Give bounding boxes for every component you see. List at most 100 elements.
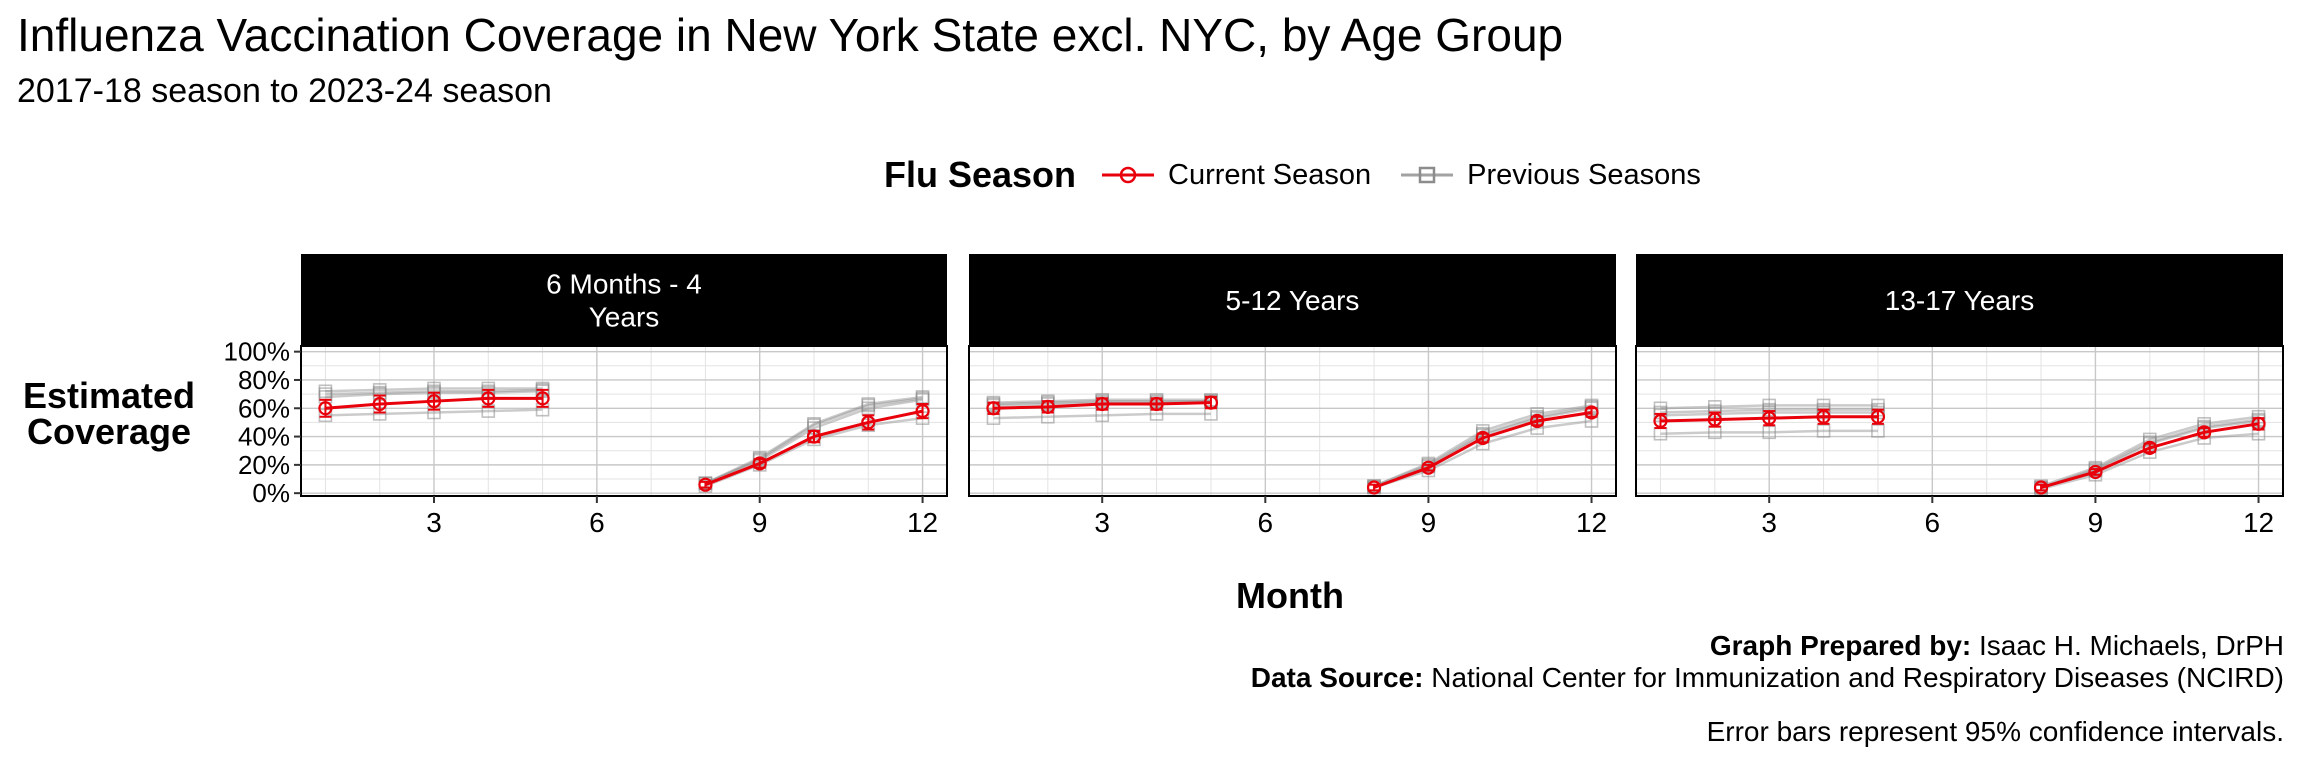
- current-season-line: [993, 401, 1211, 410]
- x-tick-label: 6: [1925, 507, 1941, 538]
- previous-season-line: [1660, 404, 1878, 410]
- panel-strip: [1636, 254, 2283, 346]
- previous-season-line: [325, 388, 543, 396]
- y-tick-label: 40%: [238, 422, 290, 452]
- x-tick-label: 6: [589, 507, 605, 538]
- current-season-line: [704, 409, 923, 487]
- panel-strip-label: 5-12 Years: [1226, 285, 1360, 316]
- current-season-point: [1707, 412, 1722, 427]
- current-season-point: [318, 401, 333, 416]
- previous-season-line: [325, 387, 543, 393]
- current-season-line: [2040, 422, 2259, 489]
- y-axis-label: Estimated Coverage: [22, 375, 196, 452]
- x-tick-label: 3: [1761, 507, 1777, 538]
- previous-season-point: [861, 397, 876, 411]
- current-season-point: [915, 403, 930, 419]
- current-season-point: [1475, 430, 1490, 446]
- y-tick-label: 100%: [224, 337, 291, 367]
- panel-border: [1635, 345, 2284, 497]
- panel-strip-label: 13-17 Years: [1885, 285, 2034, 316]
- panel-3: 13-17 Years 3 6 9 12: [1635, 254, 2284, 538]
- panel-2: 5-12 Years 3 6 9 12: [968, 254, 1617, 538]
- current-season-line: [1660, 415, 1878, 423]
- current-season-point: [1870, 409, 1886, 424]
- x-tick-label: 12: [2243, 507, 2274, 538]
- x-tick-label: 9: [1421, 507, 1437, 538]
- legend: Flu Season Current Season Previous Seaso…: [884, 150, 1727, 200]
- legend-item-current-season: Current Season: [1098, 155, 1371, 195]
- previous-season-line: [993, 412, 1211, 420]
- legend-key-previous-seasons: [1401, 166, 1454, 184]
- current-season-point: [1530, 413, 1545, 429]
- current-season-line: [1373, 411, 1592, 489]
- panel-1: 6 Months - 4 Years 3 6 9 12 0%20%40%60%80%100%: [224, 254, 948, 538]
- current-season-point: [806, 429, 822, 444]
- x-tick-label: 9: [2088, 507, 2104, 538]
- current-season-point: [861, 415, 876, 430]
- current-season-point: [1203, 395, 1219, 410]
- x-tick-label: 6: [1258, 507, 1274, 538]
- previous-season-line: [704, 398, 923, 485]
- caption-data-source: Data Source: National Center for Immuniz…: [1251, 662, 2284, 694]
- panel-strip: [301, 254, 947, 346]
- caption-prepared-value: Isaac H. Michaels, DrPH: [1979, 630, 2284, 661]
- current-season-point: [1584, 405, 1599, 420]
- current-season-point: [2088, 464, 2103, 480]
- current-season-point: [1762, 411, 1777, 426]
- current-season-point: [1653, 413, 1668, 429]
- current-season-point: [2197, 425, 2212, 440]
- previous-season-point: [915, 390, 930, 404]
- current-season-point: [1366, 480, 1382, 495]
- chart-subtitle: 2017-18 season to 2023-24 season: [17, 72, 552, 110]
- previous-season-line: [1660, 408, 1878, 414]
- x-tick-label: 3: [426, 507, 442, 538]
- y-tick-label: 60%: [238, 393, 290, 423]
- previous-season-line: [2040, 415, 2259, 488]
- plot-background: [1636, 346, 2283, 496]
- panel-strip-label: 6 Months - 4 Years: [546, 269, 702, 333]
- caption-note: Error bars represent 95% confidence inte…: [1706, 716, 2284, 747]
- plot-background: [301, 346, 947, 496]
- caption-prepared-label: Graph Prepared by:: [1709, 630, 1972, 661]
- legend-item-previous-seasons: Previous Seasons: [1397, 155, 1701, 195]
- previous-season-point: [1871, 424, 1885, 438]
- legend-label-current-season: Current Season: [1168, 158, 1372, 191]
- panel-strip: [969, 254, 1616, 346]
- current-season-point: [986, 401, 1001, 416]
- current-season-point: [698, 477, 713, 492]
- previous-season-line: [704, 397, 923, 485]
- x-tick-label: 3: [1094, 507, 1110, 538]
- previous-season-line: [704, 395, 923, 485]
- current-season-point: [481, 391, 496, 406]
- current-season-point: [372, 396, 387, 412]
- panel-border: [968, 345, 1617, 497]
- previous-season-point: [318, 384, 333, 399]
- y-tick-label: 20%: [238, 450, 290, 480]
- panel-border: [300, 345, 948, 497]
- x-tick-label: 12: [907, 507, 938, 538]
- current-season-point: [1095, 396, 1110, 412]
- x-axis-label: Month: [1236, 575, 1344, 616]
- current-season-point: [2142, 440, 2157, 455]
- legend-key-current-season: [1102, 166, 1155, 184]
- legend-label-previous-seasons: Previous Seasons: [1467, 158, 1701, 191]
- current-season-line: [325, 396, 543, 410]
- current-season-point: [1149, 396, 1164, 412]
- previous-season-point: [1816, 424, 1831, 438]
- previous-season-line: [325, 408, 543, 417]
- chart-title: Influenza Vaccination Coverage in New Yo…: [17, 9, 1564, 61]
- current-season-point: [1816, 409, 1831, 424]
- plot-background: [969, 346, 1616, 496]
- current-season-point: [426, 394, 442, 409]
- y-tick-label: 0%: [252, 478, 290, 508]
- current-season-point: [2033, 480, 2049, 495]
- caption-source-value: National Center for Immunization and Res…: [1431, 662, 2284, 693]
- current-season-point: [2251, 416, 2266, 431]
- caption-prepared-by: Graph Prepared by: Isaac H. Michaels, Dr…: [1710, 630, 2284, 662]
- x-tick-label: 9: [752, 507, 768, 538]
- legend-title: Flu Season: [884, 154, 1077, 195]
- current-season-point: [752, 456, 767, 471]
- previous-season-point: [1762, 425, 1777, 440]
- x-tick-label: 12: [1576, 507, 1607, 538]
